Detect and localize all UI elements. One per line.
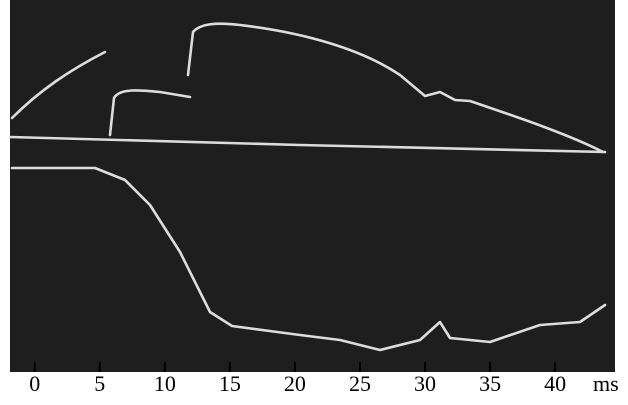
trace [186, 22, 605, 154]
x-tick-label: 30 [414, 371, 436, 396]
x-tick-label: 40 [544, 371, 566, 396]
trace [108, 89, 192, 137]
x-axis: 0 5 10 15 20 25 30 35 40 [29, 362, 566, 396]
trace [10, 166, 607, 352]
trace [10, 50, 107, 120]
x-tick-label: 0 [29, 371, 40, 396]
x-tick-label: 15 [219, 371, 241, 396]
x-tick-label: 35 [479, 371, 501, 396]
x-tick-label: 25 [349, 371, 371, 396]
x-unit: ms [593, 371, 619, 396]
x-tick-label: 20 [284, 371, 306, 396]
screen [10, 0, 615, 372]
x-tick-label: 5 [94, 371, 105, 396]
x-tick-label: 10 [154, 371, 176, 396]
trace [8, 135, 607, 154]
traces [8, 22, 607, 352]
